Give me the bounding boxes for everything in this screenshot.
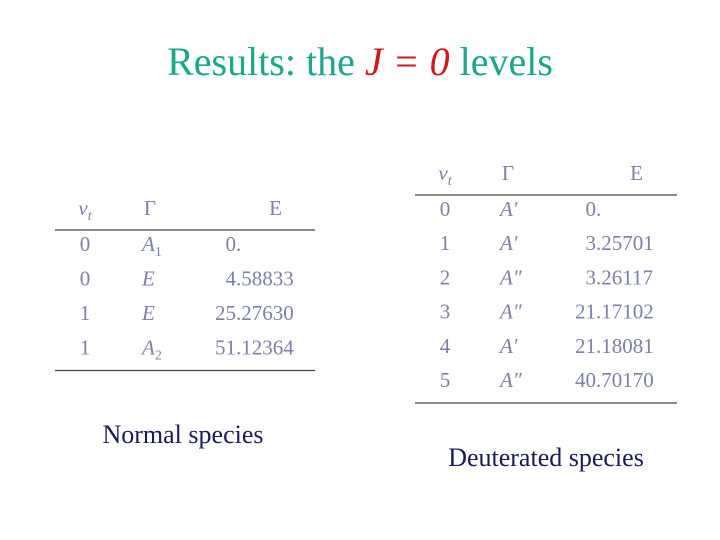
cell-e: 21.18081 (575, 334, 654, 358)
cell-v: 1 (80, 336, 91, 360)
cell-gamma-main: E (141, 267, 155, 291)
cell-gamma-main: A″ (498, 300, 522, 324)
cell-gamma: A″ (498, 368, 522, 392)
cell-gamma-sub: 1 (155, 245, 162, 260)
header-e: E (269, 196, 282, 220)
cell-gamma-main: A′ (498, 197, 518, 221)
cell-e: 0. (586, 197, 602, 221)
cell-gamma-main: A (140, 232, 155, 256)
cell-e: 0. (226, 232, 242, 256)
cell-gamma: A′ (498, 334, 518, 358)
cell-gamma-main: A (140, 336, 155, 360)
cell-v: 2 (440, 265, 451, 289)
title-prefix: Results: the (167, 39, 355, 84)
cell-gamma: A″ (498, 265, 522, 289)
caption: Deuterated species (448, 443, 644, 472)
cell-v: 0 (440, 197, 451, 221)
cell-gamma: E (141, 301, 155, 325)
cell-gamma-main: A″ (498, 265, 522, 289)
slide-title: Results: the J = 0 levels (167, 39, 553, 84)
cell-e: 4.58833 (226, 267, 294, 291)
cell-v: 3 (440, 300, 451, 324)
cell-e: 51.12364 (215, 336, 294, 360)
cell-v: 0 (80, 267, 91, 291)
cell-gamma: A2 (140, 336, 162, 364)
header-gamma: Γ (144, 196, 156, 220)
cell-e: 3.26117 (586, 265, 653, 289)
header-e: E (630, 161, 643, 185)
cell-e: 21.17102 (575, 300, 654, 324)
header-v-main: v (438, 161, 448, 185)
cell-v: 4 (440, 334, 451, 358)
cell-gamma: A″ (498, 300, 522, 324)
cell-v: 5 (440, 368, 451, 392)
cell-gamma-main: E (141, 301, 155, 325)
cell-gamma: A′ (498, 231, 518, 255)
header-v-sub: t (448, 174, 453, 189)
cell-gamma-main: A′ (498, 334, 518, 358)
cell-gamma-main: A′ (498, 231, 518, 255)
cell-v: 1 (80, 301, 91, 325)
cell-v: 1 (440, 231, 451, 255)
header-v: vt (438, 161, 452, 189)
cell-gamma: E (141, 267, 155, 291)
header-gamma: Γ (502, 161, 514, 185)
header-v-main: v (78, 196, 88, 220)
caption: Normal species (102, 420, 263, 449)
cell-gamma-sub: 2 (155, 349, 162, 364)
cell-gamma: A′ (498, 197, 518, 221)
cell-gamma: A1 (140, 232, 162, 260)
title-math: J = 0 (365, 39, 450, 84)
header-v-sub: t (88, 209, 93, 224)
header-v: vt (78, 196, 92, 224)
cell-v: 0 (80, 232, 91, 256)
cell-e: 40.70170 (575, 368, 654, 392)
cell-e: 25.27630 (215, 301, 294, 325)
title-suffix: levels (460, 39, 553, 84)
cell-gamma-main: A″ (498, 368, 522, 392)
cell-e: 3.25701 (586, 231, 654, 255)
